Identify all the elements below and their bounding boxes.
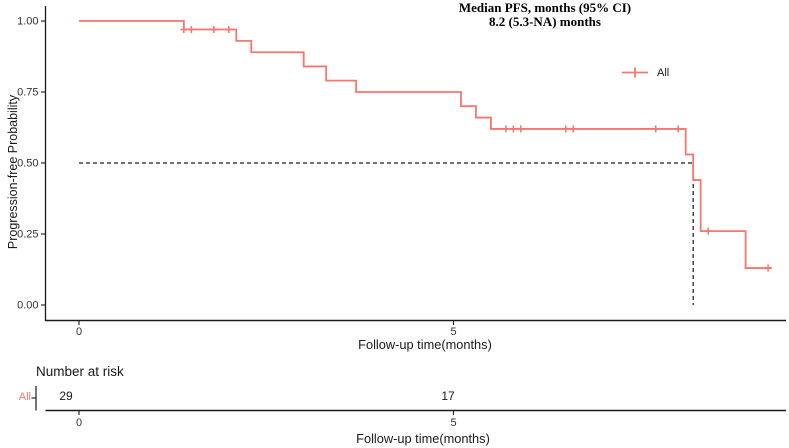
legend-key-icon (622, 67, 648, 78)
risk-x-tick-label: 5 (450, 417, 456, 429)
y-tick-label: 0.50 (17, 158, 38, 170)
y-tick-label: 0.00 (17, 300, 38, 312)
median-pfs-annotation: Median PFS, months (95% CI) 8.2 (5.3-NA)… (395, 1, 695, 29)
x-tick-label: 0 (76, 326, 82, 338)
x-axis-title: Follow-up time(months) (358, 337, 492, 352)
risk-table-title: Number at risk (36, 364, 124, 379)
y-tick-label: 0.75 (17, 87, 38, 99)
median-pfs-annotation-line1: Median PFS, months (95% CI) (458, 0, 632, 15)
risk-row-label-all: All (18, 391, 31, 403)
median-pfs-annotation-line2: 8.2 (5.3-NA) months (489, 14, 601, 29)
legend-label-all: All (657, 66, 670, 79)
risk-x-axis-title: Follow-up time(months) (356, 431, 490, 446)
y-axis-title: Progression-free Probability (6, 94, 20, 250)
km-curve (79, 20, 772, 269)
legend: All (621, 66, 669, 79)
risk-x-tick-label: 0 (76, 417, 82, 429)
risk-count-t0: 29 (59, 389, 73, 403)
y-tick-label: 0.25 (17, 229, 38, 241)
risk-count-t5: 17 (441, 389, 455, 403)
y-tick-label: 1.00 (17, 16, 38, 28)
x-tick-label: 5 (450, 326, 456, 338)
